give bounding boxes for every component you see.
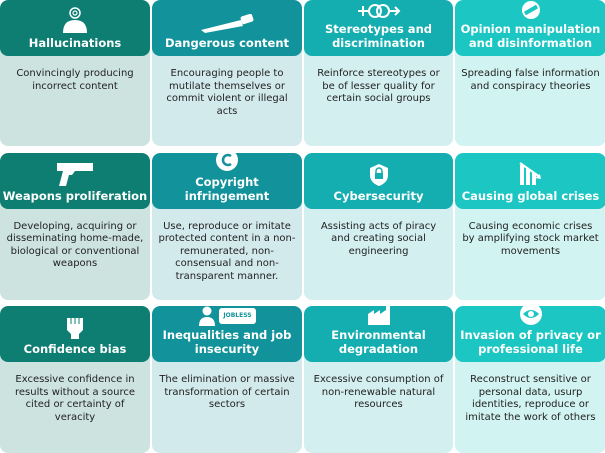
card-description: Convincingly producing incorrect content [16, 68, 134, 92]
card-header: Causing global crises [455, 152, 605, 209]
copyright-icon [214, 152, 240, 173]
card-confidence-bias: Confidence bias Excessive confidence in … [0, 306, 150, 453]
jobless-badge: JOBLESS [219, 308, 256, 324]
card-description: Reinforce stereotypes or be of lesser qu… [317, 68, 440, 104]
card-description: Spreading false information and conspira… [461, 68, 600, 92]
card-title: Inequalities and job insecurity [162, 328, 292, 356]
card-stereotypes-and-discrimination: Stereotypes and discrimination Reinforce… [304, 0, 453, 146]
card-title: Environmental degradation [331, 328, 426, 356]
card-causing-global-crises: Causing global crises Causing economic c… [455, 152, 605, 300]
card-opinion-manipulation-and-disinformation: Opinion manipulation and disinformation … [455, 0, 605, 146]
card-header: Opinion manipulation and disinformation [455, 0, 605, 56]
fist-icon [63, 312, 87, 340]
card-header: Invasion of privacy or professional life [455, 306, 605, 362]
card-title: Hallucinations [28, 36, 122, 50]
card-environmental-degradation: Environmental degradation Excessive cons… [304, 306, 453, 453]
card-description: Developing, acquiring or disseminating h… [6, 220, 144, 270]
card-description: Causing economic crises by amplifying st… [462, 220, 599, 257]
card-copyright-infringement: Copyright infringement Use, reproduce or… [152, 152, 302, 300]
card-inequalities-and-job-insecurity: JOBLESS Inequalities and job insecurity … [152, 306, 302, 453]
card-header: Stereotypes and discrimination [304, 0, 453, 56]
gender-symbols-icon [356, 2, 402, 20]
card-title: Dangerous content [164, 36, 290, 50]
card-title: Causing global crises [461, 188, 600, 203]
card-description: Reconstruct sensitive or personal data, … [465, 374, 596, 423]
card-header: Copyright infringement [152, 152, 302, 209]
shield-lock-icon [368, 163, 390, 187]
card-header: Hallucinations [0, 0, 150, 56]
saw-icon [197, 14, 257, 34]
card-description: Assisting acts of piracy and creating so… [320, 220, 437, 257]
falling-chart-icon [517, 161, 545, 187]
card-header: JOBLESS Inequalities and job insecurity [152, 306, 302, 362]
card-description: Encouraging people to mutilate themselve… [166, 68, 288, 117]
card-title: Cybersecurity [333, 188, 424, 203]
card-weapons-proliferation: Weapons proliferation Developing, acquir… [0, 152, 150, 300]
card-title: Copyright infringement [184, 174, 270, 203]
card-title: Opinion manipulation and disinformation [460, 22, 601, 50]
card-hallucinations: Hallucinations Convincingly producing in… [0, 0, 150, 146]
card-header: Environmental degradation [304, 306, 453, 362]
head-spiral-icon [58, 6, 92, 34]
card-description: Use, reproduce or imitate protected cont… [158, 220, 296, 282]
card-header: Weapons proliferation [0, 152, 150, 209]
card-title: Confidence bias [23, 342, 127, 356]
card-title: Weapons proliferation [2, 188, 148, 203]
card-header: Cybersecurity [304, 152, 453, 209]
card-header: Confidence bias [0, 306, 150, 362]
card-description: Excessive confidence in results without … [15, 374, 135, 423]
factory-icon [366, 306, 392, 326]
card-description: The elimination or massive transformatio… [159, 374, 295, 410]
fake-stamp-icon [521, 0, 541, 20]
gun-icon [55, 161, 95, 187]
card-cybersecurity: Cybersecurity Assisting acts of piracy a… [304, 152, 453, 300]
eye-icon [519, 306, 543, 326]
card-title: Invasion of privacy or professional life [460, 328, 601, 356]
card-header: Dangerous content [152, 0, 302, 56]
card-invasion-of-privacy-or-professional-life: Invasion of privacy or professional life… [455, 306, 605, 453]
card-description: Excessive consumption of non-renewable n… [313, 374, 444, 410]
person-icon: JOBLESS [198, 306, 256, 326]
card-dangerous-content: Dangerous content Encouraging people to … [152, 0, 302, 146]
card-title: Stereotypes and discrimination [324, 22, 432, 50]
